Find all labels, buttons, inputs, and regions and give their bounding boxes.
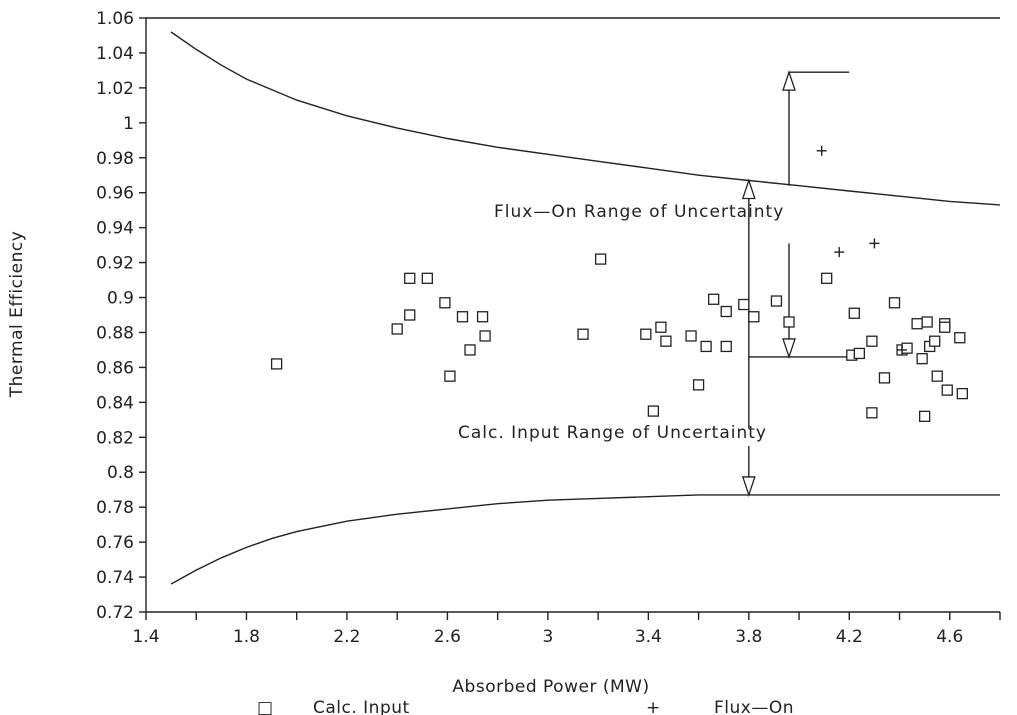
calc-input-point — [770, 295, 783, 307]
calc-input-point — [911, 318, 923, 330]
lower-uncertainty-curve — [170, 494, 1000, 585]
calc-input-point — [476, 311, 489, 323]
calc-input-point — [404, 272, 416, 284]
calc-input-point — [421, 272, 433, 284]
calc-input-point — [640, 328, 652, 340]
calc-input-point — [916, 353, 928, 365]
y-tick-label: 0.92 — [96, 254, 134, 274]
flux-on-lower-arrowhead — [782, 338, 796, 359]
calc-input-point — [404, 309, 416, 321]
calc-input-point — [748, 311, 760, 323]
calc-input-point — [848, 307, 860, 319]
x-tick-label: 3.8 — [735, 627, 762, 647]
x-tick-label: 2.6 — [434, 627, 461, 647]
x-axis-title: Absorbed Power (MW) — [452, 677, 649, 697]
x-tick-label: 3.4 — [635, 627, 662, 647]
calc-input-point — [479, 330, 491, 342]
x-tick-label: 3 — [542, 627, 553, 647]
plot-axes: 0.72 0.74 0.76 0.78 0.8 0.82 0.84 0.86 0.88 0.9 0.… — [96, 9, 1001, 647]
calc-input-point — [594, 253, 607, 265]
calc-input-point — [939, 321, 951, 333]
calc-input-point — [888, 297, 901, 309]
calc-input-point — [720, 340, 732, 353]
y-tick-label: 0.94 — [96, 219, 134, 239]
y-tick-label: 0.82 — [96, 428, 134, 448]
legend-label-flux-on: Flux—On — [714, 698, 794, 715]
y-tick-label: 0.86 — [96, 358, 134, 378]
calc-input-point — [783, 316, 795, 328]
y-tick-label: 0.8 — [107, 463, 134, 483]
calc-input-point — [901, 342, 913, 354]
flux-on-range-label: Flux—On Range of Uncertainty — [494, 202, 784, 222]
y-tick-label: 1 — [123, 114, 134, 134]
calc-input-point — [577, 328, 589, 340]
y-tick-label: 1.02 — [96, 79, 134, 99]
calc-input-point — [921, 316, 933, 328]
x-tick-label: 4.2 — [836, 627, 863, 647]
calc-input-point — [692, 379, 705, 391]
calc-input-point — [444, 370, 456, 382]
y-tick-label: 0.96 — [96, 184, 134, 204]
y-tick-label: 0.72 — [96, 603, 134, 623]
y-tick-label: 0.84 — [96, 393, 134, 413]
calc-input-point — [918, 410, 931, 422]
calc-input-upper-arrowhead — [741, 178, 756, 200]
flux-on-point — [869, 238, 880, 249]
calc-input-point — [956, 387, 968, 400]
flux-on-point — [834, 247, 845, 258]
calc-input-range-label: Calc. Input Range of Uncertainty — [458, 423, 767, 443]
uncertainty-curves — [170, 31, 1001, 585]
calc-input-point — [660, 335, 672, 347]
y-tick-label: 0.88 — [96, 323, 134, 343]
calc-input-point — [700, 340, 712, 353]
calc-input-point — [866, 335, 878, 347]
y-tick-label: 1.06 — [96, 9, 134, 29]
calc-input-point — [685, 330, 697, 342]
flux-on-point — [897, 344, 908, 355]
flux-on-upper-arrowhead — [782, 70, 796, 91]
y-tick-label: 0.74 — [96, 568, 134, 588]
legend: □ Calc. Input + Flux—On — [257, 698, 794, 715]
calc-input-point — [853, 347, 865, 360]
data-points — [270, 145, 968, 422]
y-tick-label: 0.98 — [96, 149, 134, 169]
calc-input-point — [270, 358, 283, 370]
calc-input-point — [439, 297, 451, 309]
calc-input-point — [720, 305, 732, 318]
y-tick-label: 1.04 — [96, 44, 134, 64]
y-tick-label: 0.76 — [96, 533, 134, 553]
calc-input-point — [821, 272, 833, 284]
y-tick-label: 0.78 — [96, 498, 134, 518]
calc-input-point — [866, 407, 878, 419]
x-tick-label: 1.8 — [233, 627, 260, 647]
calc-input-point — [929, 335, 941, 347]
x-tick-label: 2.2 — [333, 627, 360, 647]
legend-label-calc-input: Calc. Input — [313, 698, 410, 715]
x-tick-label: 4.6 — [936, 627, 963, 647]
calc-input-point — [738, 298, 750, 311]
calc-input-point — [941, 384, 953, 396]
calc-input-point — [655, 321, 667, 333]
calc-input-point — [456, 311, 469, 323]
calc-input-point — [708, 293, 720, 305]
flux-on-point — [816, 145, 827, 156]
calc-input-lower-arrowhead — [741, 476, 756, 498]
upper-uncertainty-curve — [170, 31, 1001, 206]
y-tick-label: 0.9 — [107, 289, 134, 309]
y-axis-title: Thermal Efficiency — [7, 231, 27, 399]
legend-symbol-flux-on: + — [646, 698, 661, 715]
x-tick-label: 1.4 — [132, 627, 159, 647]
legend-symbol-calc-input: □ — [257, 698, 274, 715]
calc-input-point — [647, 405, 660, 417]
calc-input-point — [878, 372, 891, 384]
calc-input-point — [954, 332, 966, 344]
calc-input-point — [464, 344, 476, 356]
calc-input-point — [391, 323, 403, 335]
calc-input-point — [931, 370, 943, 382]
